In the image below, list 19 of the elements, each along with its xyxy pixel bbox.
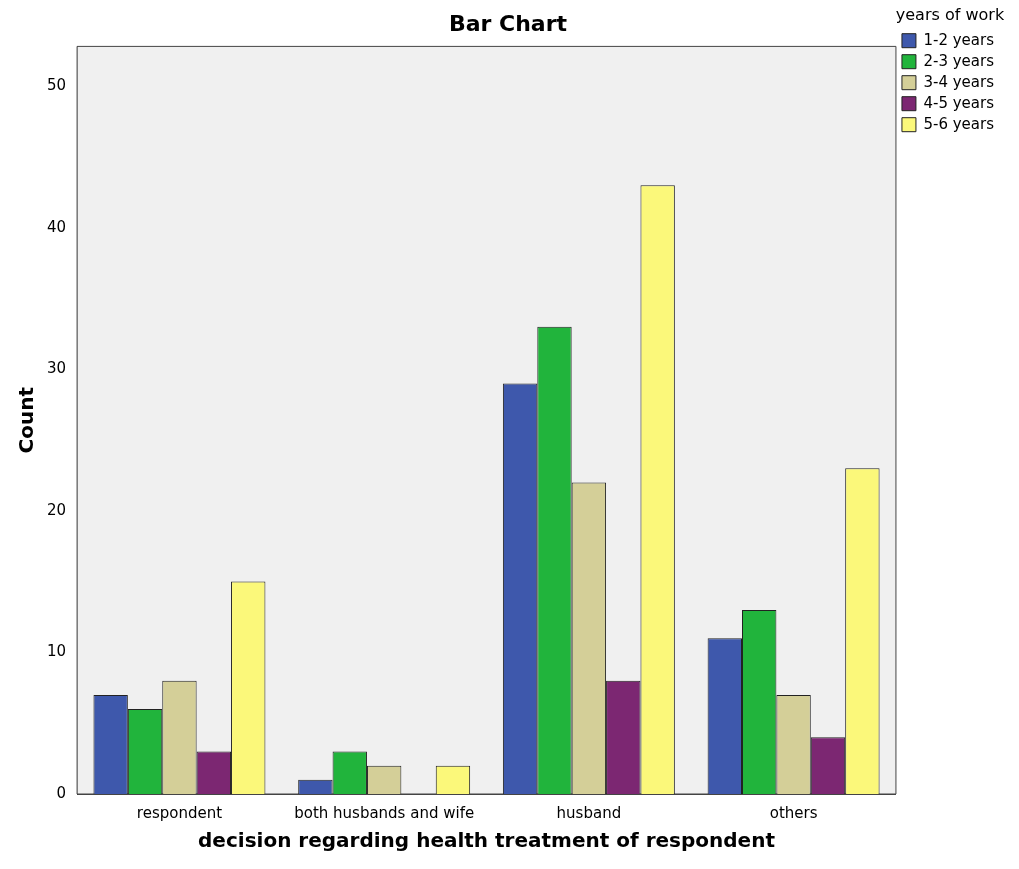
y-axis-title: Count [14,386,39,454]
y-tick-label: 40 [46,217,67,236]
legend-title: years of work [895,5,1005,25]
x-tick-label: both husbands and wife [294,803,475,822]
legend-label: 5-6 years [923,114,995,133]
y-tick-label: 0 [56,783,67,802]
x-axis-title: decision regarding health treatment of respondent [198,828,776,853]
y-tick-label: 20 [46,500,67,519]
legend-label: 3-4 years [923,72,995,91]
legend-label: 2-3 years [923,51,995,70]
y-tick-label: 10 [46,642,67,661]
x-tick-label: others [769,803,818,822]
x-tick-label: respondent [136,803,223,822]
y-tick-label: 30 [46,359,67,378]
chart-title: Bar Chart [448,10,568,36]
legend-label: 1-2 years [923,30,995,49]
legend-label: 4-5 years [923,93,995,112]
y-tick-label: 50 [46,75,67,94]
x-tick-label: husband [556,803,622,822]
